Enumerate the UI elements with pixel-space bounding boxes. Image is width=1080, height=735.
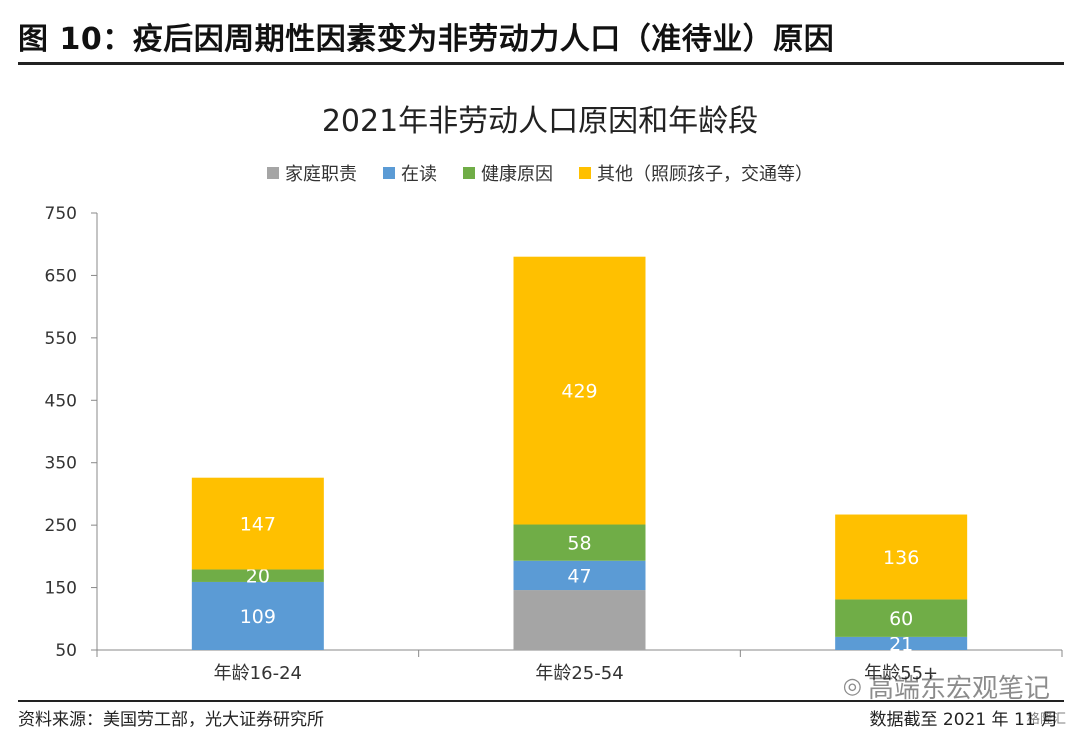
data-label: 58 xyxy=(567,533,591,555)
legend-item-domestic: 家庭职责 xyxy=(267,160,357,186)
legend-swatch-other xyxy=(579,167,591,179)
bottom-rule xyxy=(18,700,1064,702)
legend-item-health: 健康原因 xyxy=(463,160,553,186)
y-tick-label: 750 xyxy=(45,204,77,224)
y-tick-label: 350 xyxy=(45,454,77,474)
bar-segment-other xyxy=(835,514,968,600)
x-tick-label: 年龄25-54 xyxy=(535,663,623,684)
x-tick-label: 年龄16-24 xyxy=(214,663,302,684)
data-label: 109 xyxy=(240,606,276,628)
top-rule xyxy=(18,62,1064,65)
legend-swatch-domestic xyxy=(267,167,279,179)
watermark-text: 高端东宏观笔记 xyxy=(867,674,1050,704)
data-label: 136 xyxy=(883,547,919,569)
stacked-bar-chart: 50 150 250 350 450 550 650 750 109 20 147 年龄16-24 47… xyxy=(45,204,1063,684)
figure-title: 图 10：疫后因周期性因素变为非劳动力人口（准待业）原因 xyxy=(18,22,835,57)
bar-segment-other xyxy=(513,256,646,525)
legend: 家庭职责 在读 健康原因 其他（照顾孩子，交通等） xyxy=(0,160,1080,186)
bar-segment-health xyxy=(513,524,646,561)
data-label: 147 xyxy=(240,514,276,536)
bar-segment-domestic xyxy=(513,590,646,650)
bar-segment-other xyxy=(191,477,324,570)
legend-label-domestic: 家庭职责 xyxy=(285,164,357,185)
bar-segment-health xyxy=(191,569,324,582)
data-label: 429 xyxy=(561,381,597,403)
x-tick-label: 年龄55+ xyxy=(864,663,938,684)
data-label: 60 xyxy=(889,608,913,630)
bar-segment-school xyxy=(835,636,968,650)
y-tick-label: 550 xyxy=(45,329,77,349)
bar-segment-health xyxy=(835,599,968,637)
data-date-note: 数据截至 2021 年 11 月 xyxy=(869,710,1058,730)
watermark: ◎ 高端东宏观笔记 xyxy=(843,668,1050,705)
y-tick-label: 50 xyxy=(55,641,77,661)
y-tick-label: 650 xyxy=(45,266,77,286)
source-note: 资料来源：美国劳工部，光大证券研究所 xyxy=(18,710,324,730)
data-label: 20 xyxy=(246,566,270,588)
wechat-icon: ◎ xyxy=(842,674,862,699)
legend-item-school: 在读 xyxy=(383,160,437,186)
bar-segment-school xyxy=(513,560,646,591)
legend-label-health: 健康原因 xyxy=(481,164,553,185)
legend-item-other: 其他（照顾孩子，交通等） xyxy=(579,160,813,186)
chart-title: 2021年非劳动人口原因和年龄段 xyxy=(321,104,759,139)
legend-swatch-school xyxy=(383,167,395,179)
legend-swatch-health xyxy=(463,167,475,179)
data-label: 47 xyxy=(567,565,591,587)
y-tick-label: 450 xyxy=(45,391,77,411)
watermark-small: 格隆汇 xyxy=(1026,712,1066,727)
bar-segment-school xyxy=(191,581,324,650)
y-tick-label: 250 xyxy=(45,516,77,536)
legend-label-other: 其他（照顾孩子，交通等） xyxy=(597,164,813,185)
y-tick-label: 150 xyxy=(45,579,77,599)
legend-label-school: 在读 xyxy=(401,164,437,185)
data-label: 21 xyxy=(889,633,913,655)
